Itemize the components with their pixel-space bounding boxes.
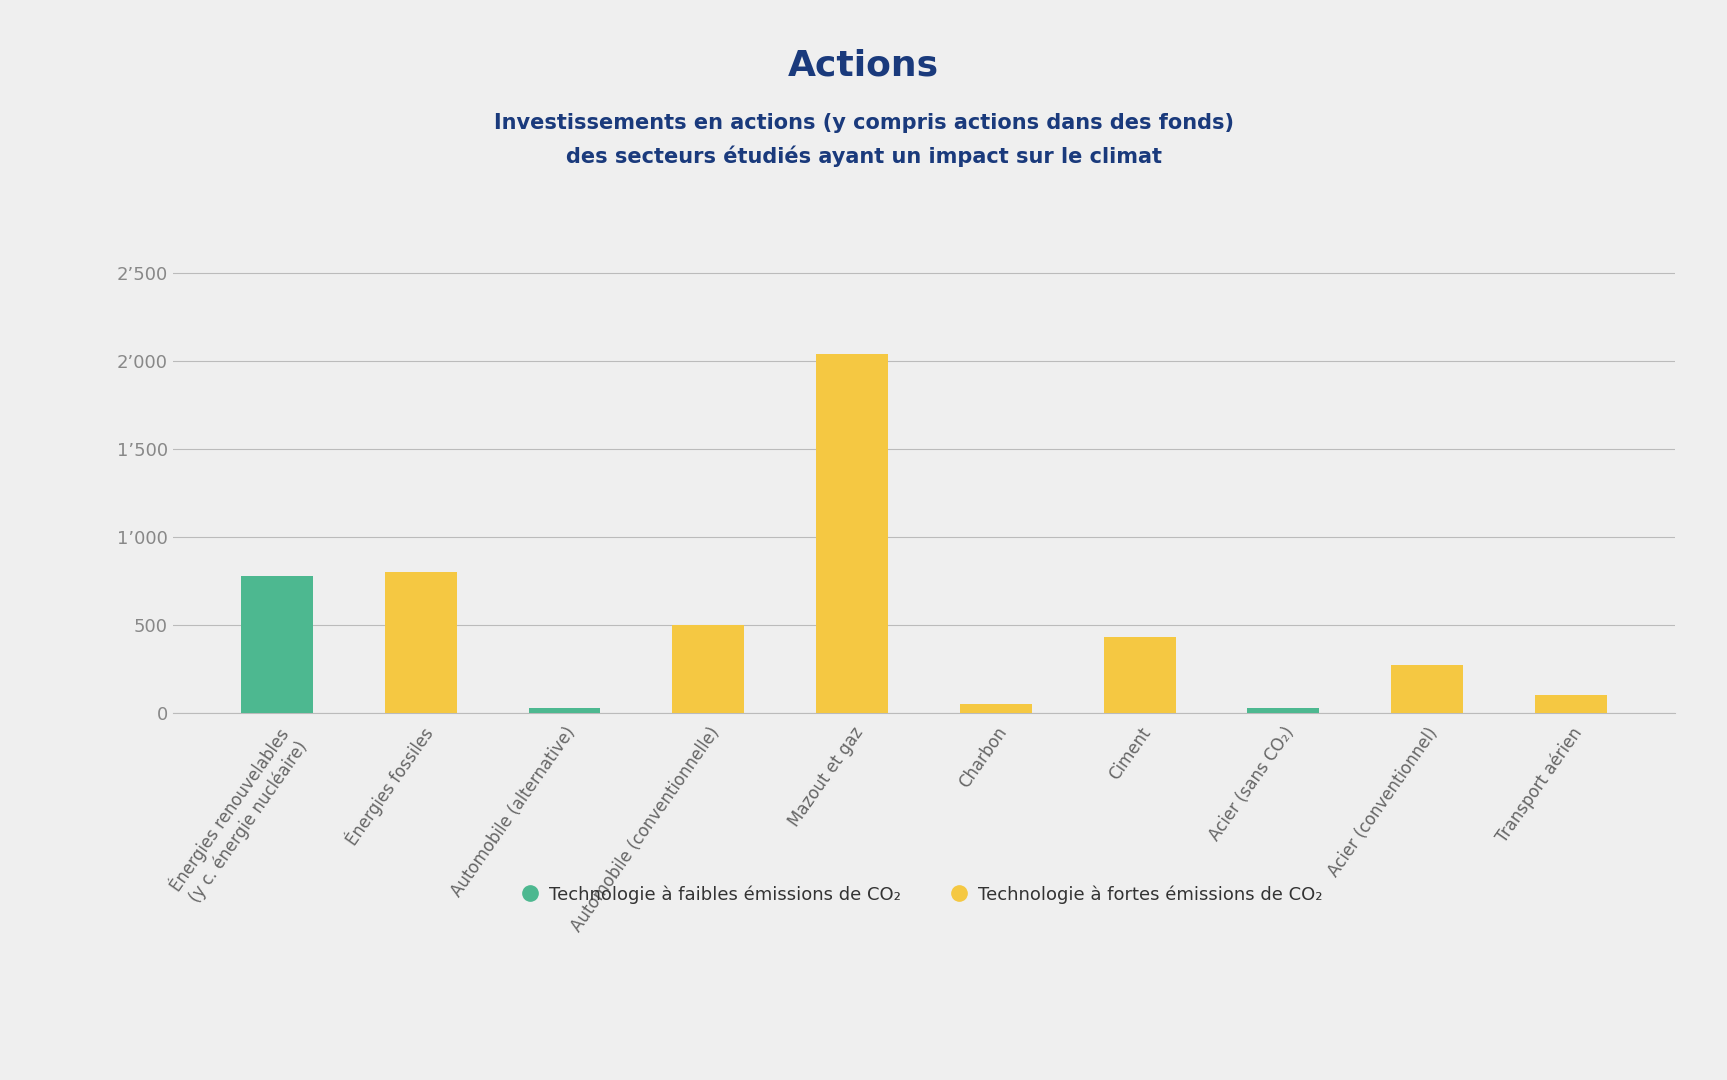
Bar xyxy=(960,704,1031,713)
Text: Actions: Actions xyxy=(788,49,939,82)
Bar xyxy=(817,354,888,713)
Bar xyxy=(1392,665,1463,713)
Bar xyxy=(385,572,456,713)
Bar xyxy=(528,707,601,713)
Bar xyxy=(242,576,313,713)
Bar xyxy=(1247,708,1319,713)
Bar xyxy=(1104,637,1176,713)
Text: Investissements en actions (y compris actions dans des fonds)
des secteurs étudi: Investissements en actions (y compris ac… xyxy=(494,113,1233,167)
Bar xyxy=(672,625,744,713)
Bar xyxy=(1535,696,1606,713)
Legend: Technologie à faibles émissions de CO₂, Technologie à fortes émissions de CO₂: Technologie à faibles émissions de CO₂, … xyxy=(516,876,1332,913)
